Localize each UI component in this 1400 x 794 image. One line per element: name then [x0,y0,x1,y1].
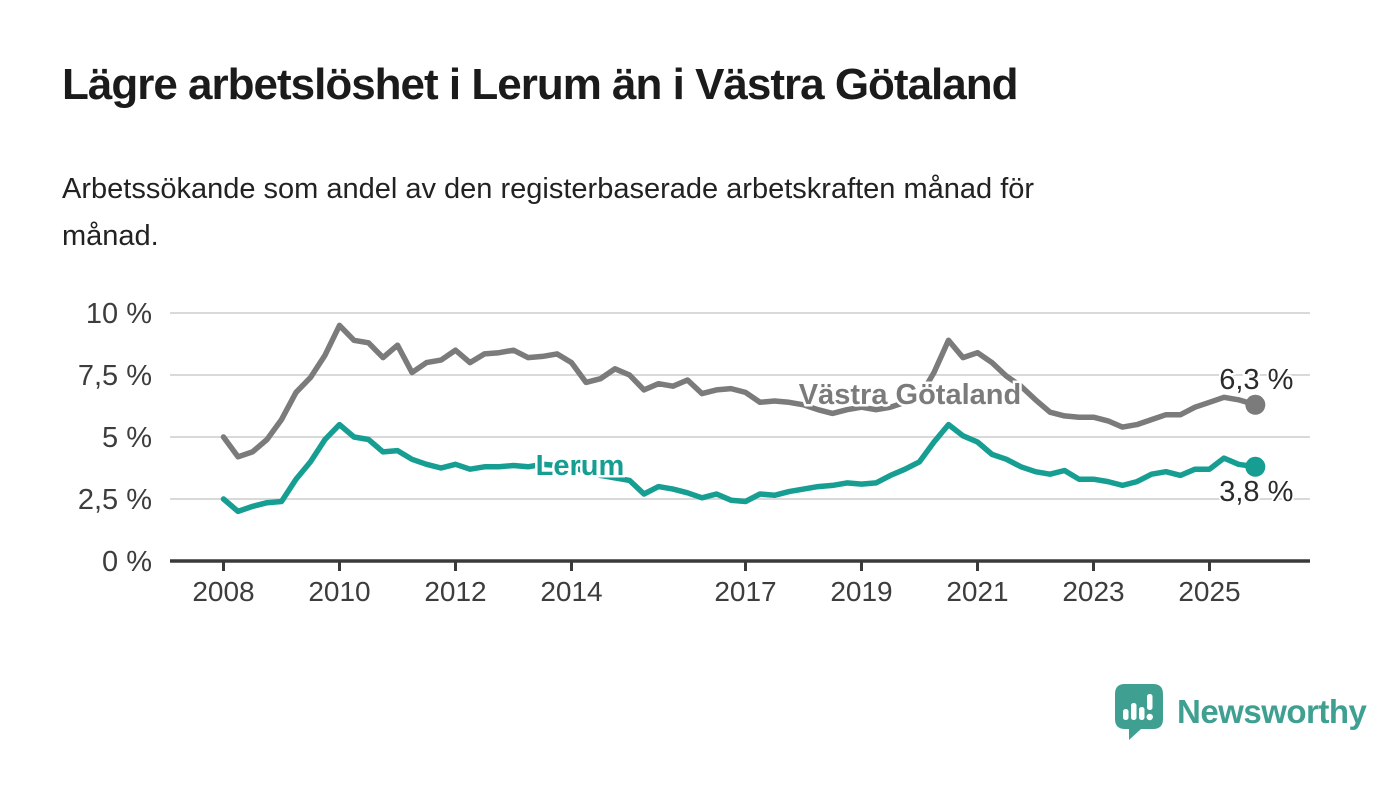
x-axis-tick-label: 2025 [1178,576,1240,607]
x-axis-tick-label: 2023 [1062,576,1124,607]
series-end-dot-v-stra-g-taland [1245,394,1266,415]
series-inline-label-lerum: Lerum [536,450,625,482]
x-axis-tick-label: 2019 [830,576,892,607]
y-axis-tick-label: 5 % [102,422,152,454]
y-axis-tick-label: 7,5 % [78,360,152,392]
newsworthy-wordmark: Newsworthy [1177,693,1367,730]
y-axis-tick-label: 10 % [86,298,152,330]
chart-subtitle: Arbetssökande som andel av den registerb… [62,173,1035,252]
page-title: Lägre arbetslöshet i Lerum än i Västra G… [62,60,1019,109]
y-axis-tick-label: 0 % [102,546,152,578]
newsworthy-branding: Newsworthy [1114,684,1367,740]
x-axis-tick-label: 2012 [424,576,486,607]
x-axis-tick-label: 2010 [308,576,370,607]
newsworthy-logo-icon [1115,684,1163,740]
x-axis-tick-label: 2014 [540,576,602,607]
x-axis-tick-label: 2017 [714,576,776,607]
series-end-label-lerum: 3,8 % [1219,476,1293,508]
series-end-label-v-stra-g-taland: 6,3 % [1219,364,1293,396]
series-line-lerum [220,421,1259,515]
series-inline-label-v-stra-g-taland: Västra Götaland [799,379,1021,411]
x-axis-tick-label: 2021 [946,576,1008,607]
series-line-v-stra-g-taland [220,322,1259,460]
x-axis-tick-label: 2008 [192,576,254,607]
series-end-dot-lerum [1245,456,1266,477]
y-axis-tick-label: 2,5 % [78,484,152,516]
